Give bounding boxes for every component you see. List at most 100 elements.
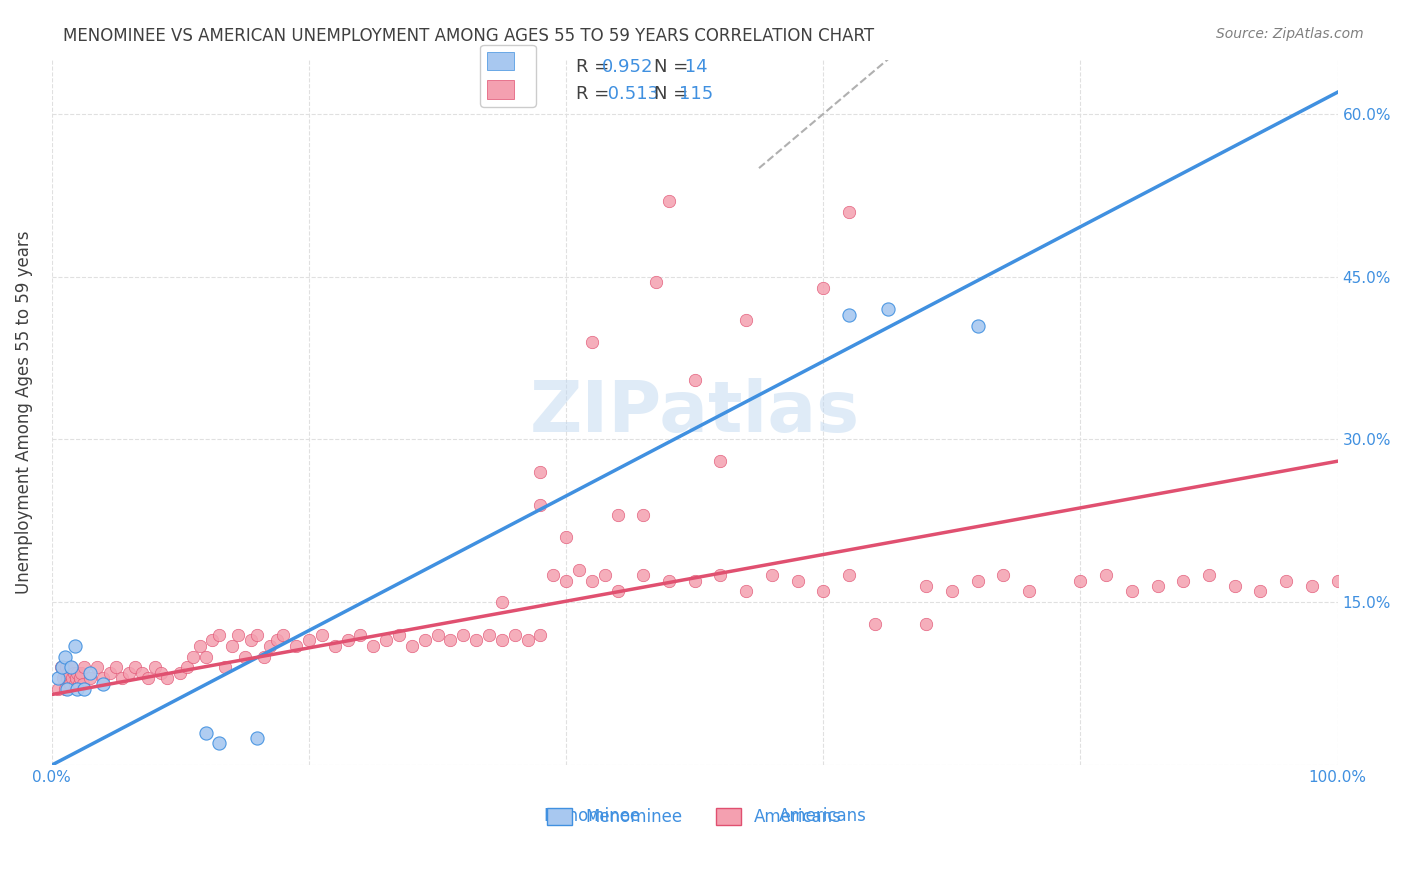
Point [529,628,551,642]
Point [143,660,166,674]
Text: 115: 115 [679,85,713,103]
Point [195,725,218,739]
Point [503,628,526,642]
Point [72,676,94,690]
Point [838,308,860,322]
Legend: Menominee, Americans: Menominee, Americans [540,802,849,833]
Text: Menominee: Menominee [543,807,640,825]
Point [709,454,731,468]
Point [56,671,79,685]
Point [606,584,628,599]
Point [1250,584,1272,599]
Point [786,574,808,588]
Point [46,671,69,685]
Point [98,665,121,680]
Point [813,584,835,599]
Point [271,628,294,642]
Point [195,649,218,664]
Point [529,465,551,479]
Point [581,334,603,349]
Point [915,617,938,632]
Text: MENOMINEE VS AMERICAN UNEMPLOYMENT AMONG AGES 55 TO 59 YEARS CORRELATION CHART: MENOMINEE VS AMERICAN UNEMPLOYMENT AMONG… [63,27,875,45]
Point [336,633,359,648]
Point [555,530,578,544]
Point [52,671,75,685]
Point [105,660,128,674]
Text: 0.952: 0.952 [602,58,654,76]
Text: ZIPatlas: ZIPatlas [530,378,859,447]
Point [555,574,578,588]
Point [214,660,236,674]
Point [349,628,371,642]
Point [67,676,90,690]
Point [813,280,835,294]
Text: 14: 14 [679,58,707,76]
Point [66,682,89,697]
Point [413,633,436,648]
Point [91,676,114,690]
Point [541,568,564,582]
Point [529,498,551,512]
Point [838,568,860,582]
Point [221,639,243,653]
Point [491,633,513,648]
Point [465,633,488,648]
Point [311,628,333,642]
Point [451,628,474,642]
Point [62,665,84,680]
Text: 0.513: 0.513 [602,85,659,103]
Point [55,660,77,674]
Point [73,682,96,697]
Point [1146,579,1168,593]
Point [401,639,423,653]
Point [478,628,501,642]
Point [150,665,173,680]
Text: R =: R = [576,85,616,103]
Point [1173,574,1195,588]
Point [79,665,101,680]
Point [966,574,988,588]
Point [266,633,288,648]
Point [426,628,449,642]
Point [633,568,655,582]
Point [633,508,655,523]
Point [593,568,616,582]
Point [1018,584,1040,599]
Point [240,633,263,648]
Point [1301,579,1323,593]
Point [253,649,276,664]
Point [208,736,231,750]
Point [838,204,860,219]
Point [188,639,211,653]
Point [51,660,73,674]
Point [439,633,461,648]
Point [58,665,80,680]
Point [966,318,988,333]
Point [375,633,398,648]
Point [1326,574,1348,588]
Point [361,639,384,653]
Point [1095,568,1118,582]
Point [70,665,93,680]
Point [226,628,249,642]
Point [201,633,224,648]
Point [246,731,269,745]
Point [761,568,783,582]
Point [60,660,83,674]
Point [66,665,89,680]
Point [683,574,706,588]
Point [1069,574,1091,588]
Point [568,563,591,577]
Text: N =: N = [654,58,693,76]
Point [60,660,83,674]
Point [516,633,538,648]
Point [131,665,153,680]
Text: Source: ZipAtlas.com: Source: ZipAtlas.com [1216,27,1364,41]
Point [124,660,146,674]
Point [876,302,898,317]
Point [735,313,758,327]
Point [388,628,411,642]
Text: Americans: Americans [779,807,868,825]
Point [49,660,72,674]
Point [246,628,269,642]
